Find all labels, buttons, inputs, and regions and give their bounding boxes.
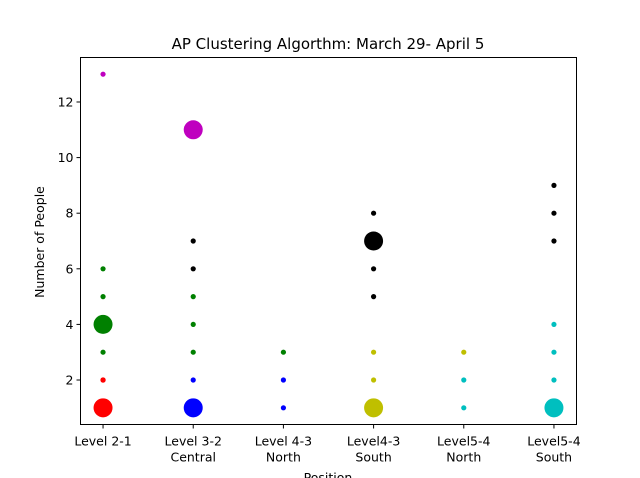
y-tick-label: 6 bbox=[66, 261, 74, 276]
x-tick-label: Level 2-1 bbox=[74, 434, 131, 449]
data-point bbox=[551, 321, 557, 328]
data-point bbox=[551, 238, 557, 244]
data-point bbox=[93, 398, 113, 418]
data-point bbox=[370, 210, 377, 216]
x-tick-label: Level5-4 North bbox=[437, 434, 490, 465]
data-point bbox=[183, 120, 203, 140]
data-point bbox=[551, 349, 557, 355]
plot-area-frame bbox=[80, 57, 577, 425]
data-point bbox=[280, 349, 287, 355]
data-point bbox=[100, 71, 106, 77]
data-point bbox=[190, 238, 196, 244]
data-point bbox=[280, 405, 287, 411]
data-point bbox=[190, 294, 196, 300]
y-tick-label: 2 bbox=[66, 373, 74, 388]
data-point bbox=[100, 294, 106, 300]
data-point bbox=[544, 398, 564, 418]
x-tick-label: Level 4-3 North bbox=[255, 434, 312, 465]
data-point bbox=[370, 349, 377, 355]
data-point bbox=[100, 266, 106, 272]
data-point bbox=[183, 398, 203, 418]
data-point bbox=[370, 266, 377, 272]
chart-title: AP Clustering Algorthm: March 29- April … bbox=[172, 35, 485, 53]
y-axis: 2 4 6 8 10 12 bbox=[58, 94, 81, 388]
y-axis-label: Number of People bbox=[32, 186, 47, 298]
x-tick-label: Level 3-2 Central bbox=[165, 434, 222, 465]
y-tick-label: 8 bbox=[66, 206, 74, 221]
data-point bbox=[551, 377, 557, 383]
data-point bbox=[370, 377, 377, 383]
x-tick-label: Level5-4 South bbox=[527, 434, 580, 465]
data-point bbox=[461, 405, 467, 411]
data-points bbox=[93, 71, 564, 418]
data-point bbox=[280, 377, 287, 383]
data-point bbox=[93, 314, 113, 334]
data-point bbox=[190, 349, 196, 355]
y-tick-label: 10 bbox=[58, 150, 74, 165]
data-point bbox=[551, 182, 557, 188]
data-point bbox=[370, 294, 377, 300]
x-axis: Level 2-1 Level 3-2 Central Level 4-3 North L… bbox=[74, 424, 581, 465]
x-tick-label: Level4-3 South bbox=[347, 434, 400, 465]
y-tick-label: 4 bbox=[66, 317, 74, 332]
data-point bbox=[461, 377, 467, 383]
data-point bbox=[364, 398, 384, 418]
data-point bbox=[190, 321, 196, 328]
data-point bbox=[190, 266, 196, 272]
data-point bbox=[364, 231, 384, 251]
data-point bbox=[551, 210, 557, 216]
data-point bbox=[190, 377, 196, 383]
y-tick-label: 12 bbox=[58, 94, 74, 109]
data-point bbox=[461, 349, 467, 355]
x-axis-label: Position bbox=[304, 470, 353, 478]
data-point bbox=[100, 349, 106, 355]
data-point bbox=[100, 377, 106, 383]
